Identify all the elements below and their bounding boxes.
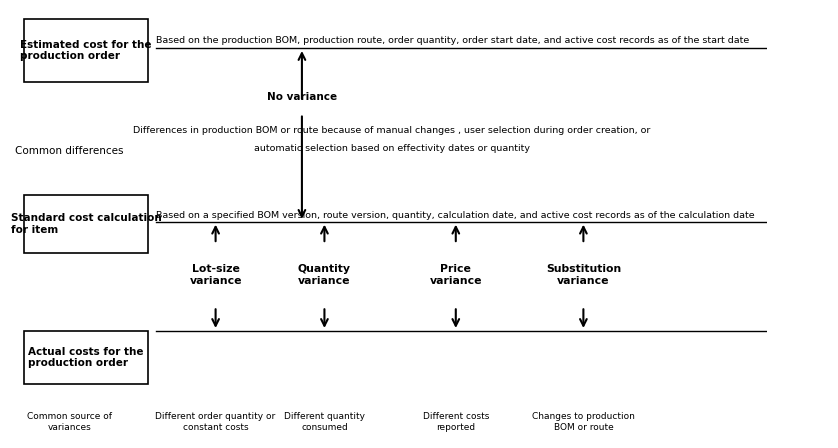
Text: No variance: No variance (266, 91, 337, 102)
Text: Common source of
variances: Common source of variances (27, 413, 111, 432)
Text: Lot-size
variance: Lot-size variance (189, 264, 242, 286)
Text: Based on a specified BOM version, route version, quantity, calculation date, and: Based on a specified BOM version, route … (156, 211, 754, 220)
Text: Based on the production BOM, production route, order quantity, order start date,: Based on the production BOM, production … (156, 35, 749, 44)
Text: automatic selection based on effectivity dates or quantity: automatic selection based on effectivity… (254, 144, 530, 153)
Text: Price
variance: Price variance (430, 264, 482, 286)
Text: Substitution
variance: Substitution variance (546, 264, 621, 286)
Text: Quantity
variance: Quantity variance (298, 264, 351, 286)
Text: Different costs
reported: Different costs reported (422, 413, 489, 432)
Text: Standard cost calculation
for item: Standard cost calculation for item (11, 213, 162, 235)
Text: Common differences: Common differences (15, 146, 123, 155)
FancyBboxPatch shape (24, 331, 148, 384)
Text: Actual costs for the
production order: Actual costs for the production order (28, 347, 144, 368)
FancyBboxPatch shape (24, 195, 148, 253)
Text: Changes to production
BOM or route: Changes to production BOM or route (532, 413, 635, 432)
Text: Estimated cost for the
production order: Estimated cost for the production order (20, 39, 152, 61)
Text: Differences in production BOM or route because of manual changes , user selectio: Differences in production BOM or route b… (133, 126, 650, 135)
Text: Different quantity
consumed: Different quantity consumed (284, 413, 365, 432)
FancyBboxPatch shape (24, 19, 148, 82)
Text: Different order quantity or
constant costs: Different order quantity or constant cos… (156, 413, 276, 432)
